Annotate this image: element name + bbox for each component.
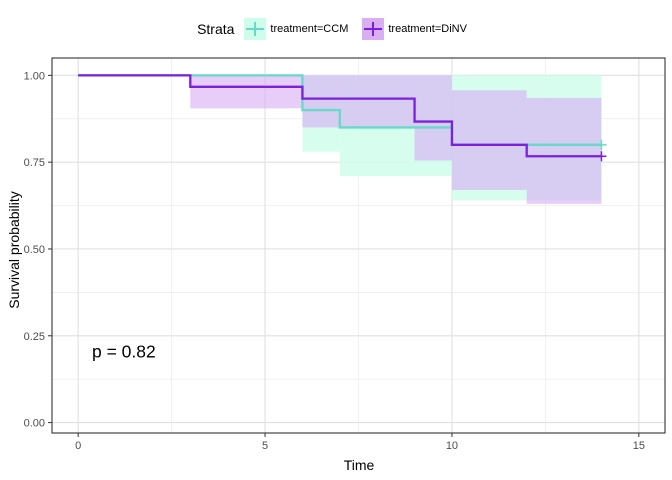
legend-key-ccm <box>244 18 267 40</box>
y-tick-label: 0.00 <box>24 418 45 430</box>
y-axis-title: Survival probability <box>6 191 22 309</box>
y-tick-label: 0.25 <box>24 331 45 343</box>
legend-title: Strata <box>197 21 235 37</box>
x-axis-title: Time <box>343 457 375 473</box>
plot-border <box>51 57 666 434</box>
ci-band-dinv <box>526 97 602 204</box>
legend-label-ccm: treatment=CCM <box>270 23 349 35</box>
legend: Strata treatment=CCM treatment=DiNV <box>0 14 672 44</box>
legend-item-dinv: treatment=DiNV <box>362 18 467 40</box>
ci-band-dinv <box>414 75 452 161</box>
ci-band-dinv <box>451 90 527 190</box>
ci-band-dinv <box>190 75 303 109</box>
y-tick-label: 1.00 <box>24 70 45 82</box>
y-tick-label: 0.50 <box>24 244 45 256</box>
legend-key-dinv <box>362 18 385 40</box>
p-value-annotation: p = 0.82 <box>92 341 156 362</box>
y-tick-label: 0.75 <box>24 157 45 169</box>
legend-item-ccm: treatment=CCM <box>244 18 348 40</box>
survival-line-dinv <box>78 74 602 158</box>
x-tick-label: 15 <box>633 440 645 452</box>
x-tick-label: 10 <box>446 440 458 452</box>
x-tick-label: 5 <box>262 440 268 452</box>
ci-band-dinv <box>302 75 415 128</box>
legend-label-dinv: treatment=DiNV <box>388 23 467 35</box>
x-tick-label: 0 <box>75 440 81 452</box>
